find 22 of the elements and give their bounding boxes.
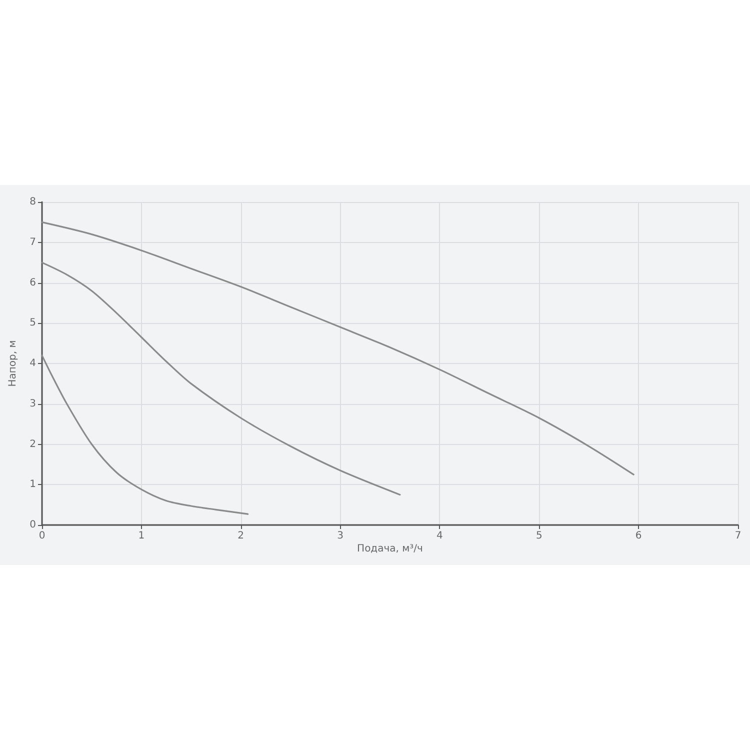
y-tick-label: 7 [30,236,36,248]
x-tick-label: 0 [38,530,46,542]
x-tick-label: 4 [436,530,443,542]
x-tick-label: 6 [635,530,642,542]
y-tick-label: 8 [30,196,36,208]
y-tick-label: 0 [30,520,36,530]
x-tick-label: 2 [238,530,244,542]
x-axis-title: Подача, м³/ч [357,544,423,554]
y-tick-label: 3 [30,398,36,410]
line-series [41,262,401,496]
line-series [41,221,634,476]
y-tick-label: 5 [30,318,36,329]
y-tick-label: 1 [30,479,36,490]
x-tick-label: 5 [536,530,542,542]
y-tick-label: 6 [30,277,36,288]
x-tick-label: 7 [734,530,742,542]
y-axis-title: Напор, м [8,340,18,387]
y-tick-label: 2 [30,438,36,450]
line-series [41,354,249,515]
x-tick-label: 3 [337,530,344,542]
x-tick-label: 1 [138,530,145,542]
y-tick-label: 4 [30,358,36,369]
